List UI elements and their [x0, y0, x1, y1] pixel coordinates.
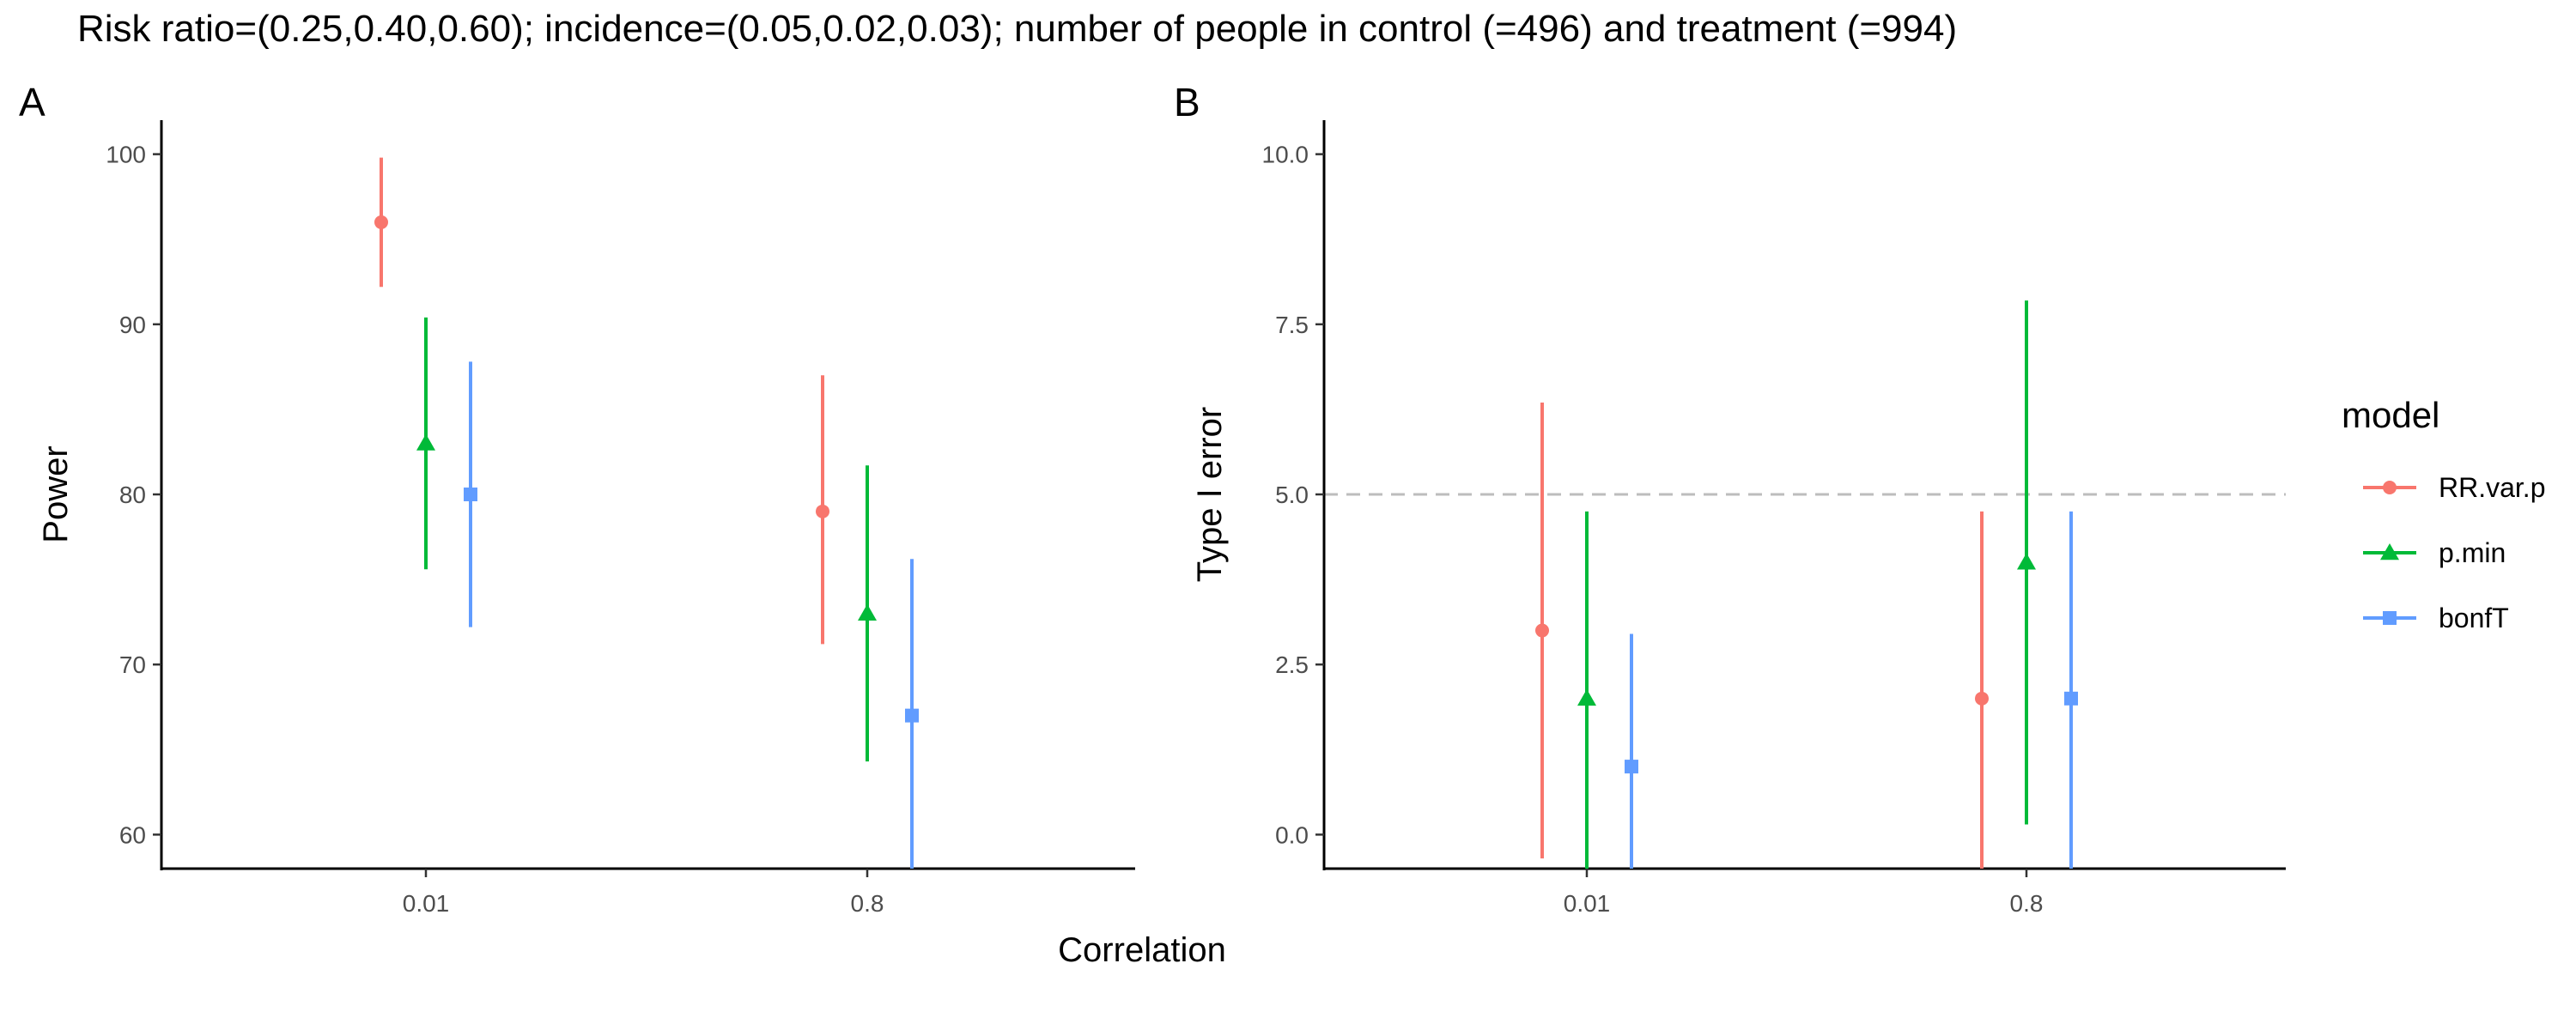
series-RR.var.p: [1535, 402, 1989, 869]
y-tick-label: 0.0: [1275, 821, 1309, 848]
data-point: [1975, 691, 1989, 706]
panel-a-tag: A: [19, 80, 46, 124]
panel-b-plot: 0.0 2.5 5.0 7.5 10.0 0.01 0.8 Type I error: [1191, 120, 2286, 917]
y-tick-label: 2.5: [1275, 651, 1309, 678]
legend: model RR.var.p p.min bonfT: [2342, 395, 2545, 633]
data-point: [1625, 760, 1638, 774]
legend-key-marker: [2383, 611, 2397, 625]
y-tick-label: 80: [119, 482, 146, 508]
x-tick-label: 0.8: [851, 890, 884, 917]
y-axis-title: Power: [37, 445, 75, 542]
legend-label: p.min: [2439, 537, 2506, 568]
y-axis-title: Type I error: [1191, 407, 1229, 583]
y-tick-label: 7.5: [1275, 312, 1309, 338]
data-point: [905, 708, 919, 723]
series-p.min: [416, 317, 877, 762]
panel-b-tag: B: [1174, 80, 1200, 124]
data-point: [2064, 691, 2078, 706]
data-point: [816, 504, 829, 518]
y-tick-label: 90: [119, 312, 146, 338]
x-tick-label: 0.8: [2010, 890, 2044, 917]
x-axis-title: Correlation: [1058, 931, 1226, 969]
legend-label: bonfT: [2439, 603, 2509, 633]
legend-key-marker: [2383, 481, 2397, 494]
series-p.min: [1577, 300, 2036, 869]
x-tick-label: 0.01: [1564, 890, 1611, 917]
data-point: [1577, 688, 1596, 706]
data-point: [2017, 553, 2036, 570]
data-point: [1535, 623, 1549, 638]
series-RR.var.p: [374, 157, 829, 645]
chart-title: Risk ratio=(0.25,0.40,0.60); incidence=(…: [77, 8, 1957, 50]
x-tick-label: 0.01: [403, 890, 450, 917]
data-point: [464, 488, 477, 501]
y-tick-label: 60: [119, 821, 146, 848]
legend-label: RR.var.p: [2439, 472, 2545, 503]
series-bonfT: [1625, 511, 2078, 869]
y-tick-label: 100: [106, 142, 146, 168]
legend-key-marker: [2380, 543, 2399, 560]
y-tick-label: 10.0: [1262, 142, 1309, 168]
data-point: [416, 433, 435, 451]
y-tick-label: 70: [119, 651, 146, 678]
data-point: [374, 215, 388, 229]
data-point: [858, 603, 877, 621]
y-tick-label: 5.0: [1275, 482, 1309, 508]
series-bonfT: [464, 361, 919, 869]
panel-a-plot: 60 70 80 90 100 0.01 0.8 Power: [37, 120, 1135, 917]
legend-title: model: [2342, 395, 2439, 435]
